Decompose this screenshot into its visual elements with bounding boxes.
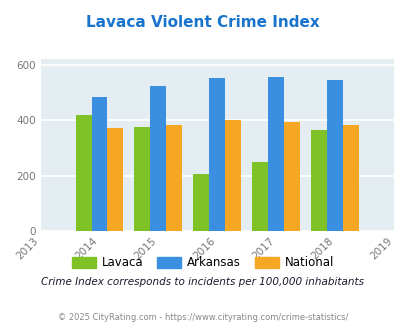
Bar [134,127,150,231]
Bar [284,122,299,231]
Bar [209,78,225,231]
Bar [91,97,107,231]
Bar [267,77,284,231]
Bar [150,86,166,231]
Text: © 2025 CityRating.com - https://www.cityrating.com/crime-statistics/: © 2025 CityRating.com - https://www.city… [58,313,347,322]
Bar [166,125,182,231]
Bar [193,174,209,231]
Legend: Lavaca, Arkansas, National: Lavaca, Arkansas, National [67,252,338,274]
Text: Lavaca Violent Crime Index: Lavaca Violent Crime Index [86,15,319,30]
Bar [75,115,91,231]
Bar [326,80,342,231]
Bar [225,120,241,231]
Bar [310,130,326,231]
Bar [107,128,123,231]
Bar [342,125,358,231]
Bar [252,162,267,231]
Text: Crime Index corresponds to incidents per 100,000 inhabitants: Crime Index corresponds to incidents per… [41,278,364,287]
